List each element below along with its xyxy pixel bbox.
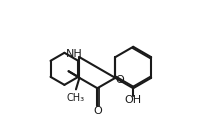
Text: O: O [93,106,102,116]
Text: OH: OH [125,94,142,105]
Text: O: O [115,75,124,85]
Text: NH: NH [66,49,83,59]
Text: CH₃: CH₃ [67,93,85,103]
